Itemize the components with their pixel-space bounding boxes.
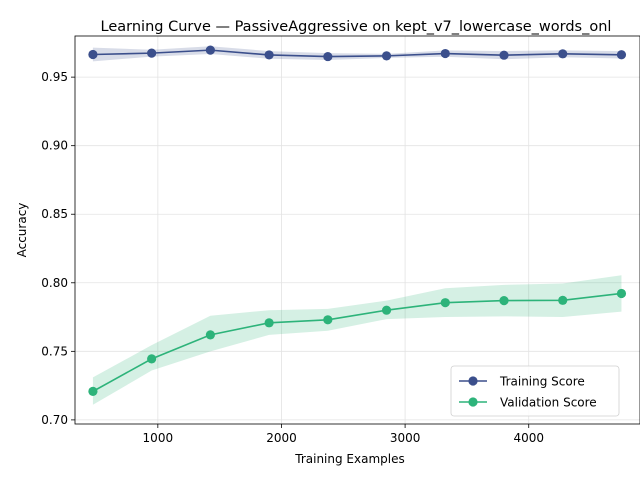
series-markers — [88, 45, 627, 396]
x-tick-label: 3000 — [390, 431, 421, 445]
training-score-band — [92, 46, 622, 62]
legend-marker-validation-score — [468, 397, 478, 407]
training-score-line — [92, 49, 622, 58]
validation-score-band — [92, 275, 622, 405]
plot-frame — [74, 35, 640, 425]
y-tick-label: 0.95 — [41, 70, 68, 84]
legend-box — [450, 365, 620, 417]
training-score-point — [616, 50, 627, 60]
y-tick-label: 0.70 — [41, 413, 68, 427]
training-score-point — [264, 50, 274, 60]
confidence-bands — [92, 46, 622, 405]
x-tick-label: 4000 — [513, 431, 544, 445]
validation-score-line — [92, 292, 622, 393]
training-score-point — [323, 51, 333, 62]
legend-marker-training-score — [468, 376, 478, 386]
x-axis-label: Training Examples — [294, 452, 404, 466]
series-lines — [92, 49, 622, 393]
y-axis-label: Accuracy — [15, 203, 29, 258]
y-tick-label: 0.85 — [41, 207, 68, 221]
legend-label-training-score: Training Score — [499, 375, 585, 389]
validation-score-point — [440, 298, 450, 308]
training-score-point — [440, 48, 450, 59]
legend-label-validation-score: Validation Score — [500, 396, 597, 410]
validation-score-point — [205, 330, 215, 340]
training-score-point — [147, 48, 157, 58]
validation-score-point — [616, 288, 627, 299]
validation-score-point — [323, 315, 333, 325]
x-tick-label: 2000 — [266, 431, 297, 445]
training-score-point — [558, 49, 568, 59]
validation-score-point — [88, 386, 98, 396]
y-tick-label: 0.90 — [41, 139, 68, 153]
y-tick-label: 0.80 — [41, 276, 68, 290]
validation-score-point — [558, 295, 568, 305]
validation-score-point — [381, 305, 392, 315]
training-score-point — [88, 49, 98, 60]
y-axis-ticks: 0.70 0.75 0.80 0.85 0.90 0.95 — [41, 70, 75, 427]
validation-score-point — [264, 318, 274, 328]
legend: Training Score Validation Score — [450, 365, 620, 417]
x-tick-label: 1000 — [143, 431, 174, 445]
x-axis-ticks: 1000 2000 3000 4000 — [143, 424, 544, 445]
chart-title: Learning Curve — PassiveAggressive on ke… — [101, 19, 612, 35]
training-score-point — [205, 45, 215, 55]
validation-score-point — [147, 354, 157, 364]
validation-score-point — [499, 296, 509, 306]
training-score-point — [499, 50, 509, 60]
training-score-point — [381, 51, 392, 61]
y-tick-label: 0.75 — [41, 344, 68, 358]
